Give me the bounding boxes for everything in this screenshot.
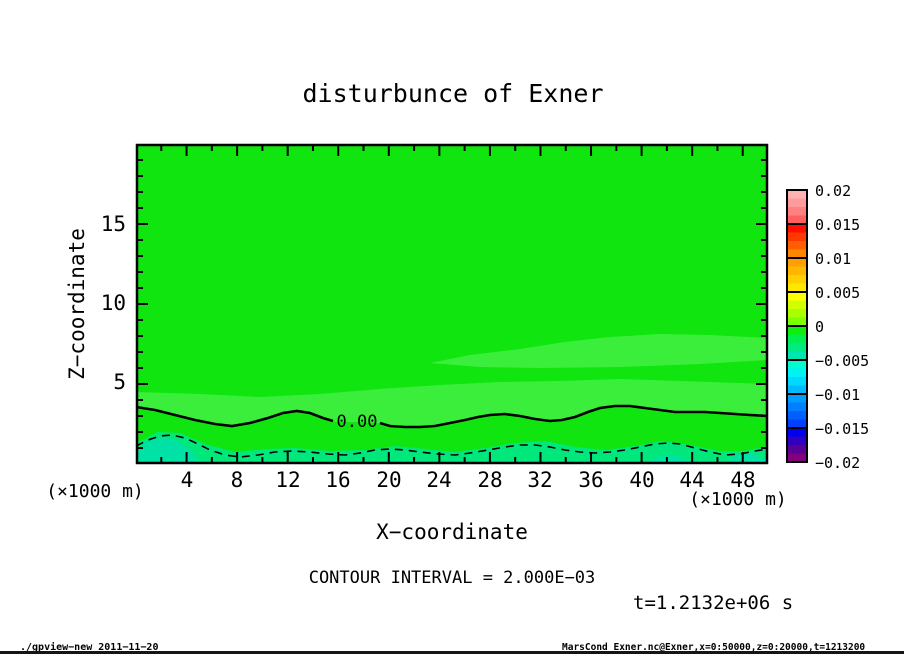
colorbar-color-cell <box>787 292 807 301</box>
x-tick-label: 4 <box>181 468 194 492</box>
colorbar-color-cell <box>787 317 807 327</box>
colorbar-tick-label: 0.015 <box>815 216 860 234</box>
colorbar-tick-label: −0.015 <box>815 420 869 438</box>
colorbar-box-border <box>786 427 808 463</box>
x-tick-label: 40 <box>629 468 654 492</box>
colorbar-color-cell <box>787 436 807 446</box>
solid-contour-line <box>379 404 769 429</box>
dashed-contour-line <box>135 434 769 458</box>
footer-program-stamp: ./gpview−new 2011−11−20 <box>20 641 158 653</box>
x-tick-label: 48 <box>730 468 755 492</box>
x-tick-label: 32 <box>527 468 552 492</box>
contour-interval-note: CONTOUR INTERVAL = 2.000E−03 <box>309 568 596 588</box>
colorbar-color-cell <box>787 428 807 437</box>
plot-frame <box>135 143 769 465</box>
x-tick-label: 20 <box>376 468 401 492</box>
colorbar-tick-label: 0.01 <box>815 250 851 268</box>
field-shading-band <box>726 453 768 464</box>
x-axis-label: X−coordinate <box>376 520 528 544</box>
x-tick-label: 44 <box>679 468 704 492</box>
colorbar-color-cell <box>787 283 807 293</box>
colorbar-tick-label: −0.02 <box>815 454 860 472</box>
colorbar-color-cell <box>787 445 807 454</box>
colorbar-color-cell <box>787 343 807 352</box>
colorbar-color-cell <box>787 190 807 199</box>
colorbar-color-cell <box>787 360 807 369</box>
x-tick-label: 28 <box>477 468 502 492</box>
x-tick-label: 8 <box>231 468 244 492</box>
colorbar-color-cell <box>787 334 807 344</box>
zero-contour-label: 0.00 <box>337 412 378 432</box>
x-tick-label: 24 <box>426 468 451 492</box>
colorbar-tick-label: 0.02 <box>815 182 851 200</box>
colorbar-tick-label: 0.005 <box>815 284 860 302</box>
colorbar-color-cell <box>787 326 807 335</box>
colorbar-cells <box>786 189 808 463</box>
x-tick-label: 36 <box>578 468 603 492</box>
chart-title: disturbunce of Exner <box>302 79 603 108</box>
window-bottom-edge <box>0 651 904 654</box>
colorbar-color-cell <box>787 377 807 386</box>
time-annotation: t=1.2132e+06 s <box>633 592 793 614</box>
colorbar-tick-label: −0.01 <box>815 386 860 404</box>
field-shading-band <box>136 438 199 464</box>
field-shading-band <box>136 379 768 427</box>
y-tick-label: 15 <box>101 212 126 236</box>
plot-field-layers <box>135 334 769 464</box>
colorbar-color-cell <box>787 411 807 420</box>
y-tick-label: 10 <box>101 291 126 315</box>
colorbar-color-cell <box>787 232 807 242</box>
footer-data-source-stamp: MarsCond_Exner.nc@Exner,x=0:50000,z=0:20… <box>562 642 865 653</box>
colorbar-color-cell <box>787 224 807 233</box>
colorbar-color-cell <box>787 198 807 208</box>
colorbar-color-cell <box>787 207 807 216</box>
colorbar-color-cell <box>787 394 807 403</box>
colorbar-color-cell <box>787 258 807 267</box>
solid-contour-line <box>135 405 334 428</box>
colorbar-color-cell <box>787 402 807 412</box>
colorbar-color-cell <box>787 300 807 310</box>
colorbar-color-cell <box>787 385 807 395</box>
colorbar-color-cell <box>787 275 807 284</box>
colorbar-color-cell <box>787 266 807 276</box>
colorbar-color-cell <box>787 249 807 259</box>
colorbar-color-cell <box>787 453 807 463</box>
x-unit-note-left: (×1000 m) <box>46 481 144 502</box>
colorbar-color-cell <box>787 419 807 429</box>
colorbar-tick-label: −0.005 <box>815 352 869 370</box>
field-shading-band <box>430 334 768 368</box>
colorbar-color-cell <box>787 241 807 250</box>
plot-ticks <box>138 146 766 462</box>
field-shading-band <box>136 432 768 464</box>
y-axis-label: Z−coordinate <box>65 228 89 380</box>
colorbar-color-cell <box>787 215 807 225</box>
colorbar-tick-label: 0 <box>815 318 824 336</box>
colorbar-color-cell <box>787 368 807 378</box>
colorbar-color-cell <box>787 309 807 318</box>
x-unit-note-right: (×1000 m) <box>689 489 787 510</box>
x-tick-label: 12 <box>275 468 300 492</box>
colorbar-color-cell <box>787 351 807 361</box>
x-tick-label: 16 <box>325 468 350 492</box>
y-tick-label: 5 <box>113 370 126 394</box>
